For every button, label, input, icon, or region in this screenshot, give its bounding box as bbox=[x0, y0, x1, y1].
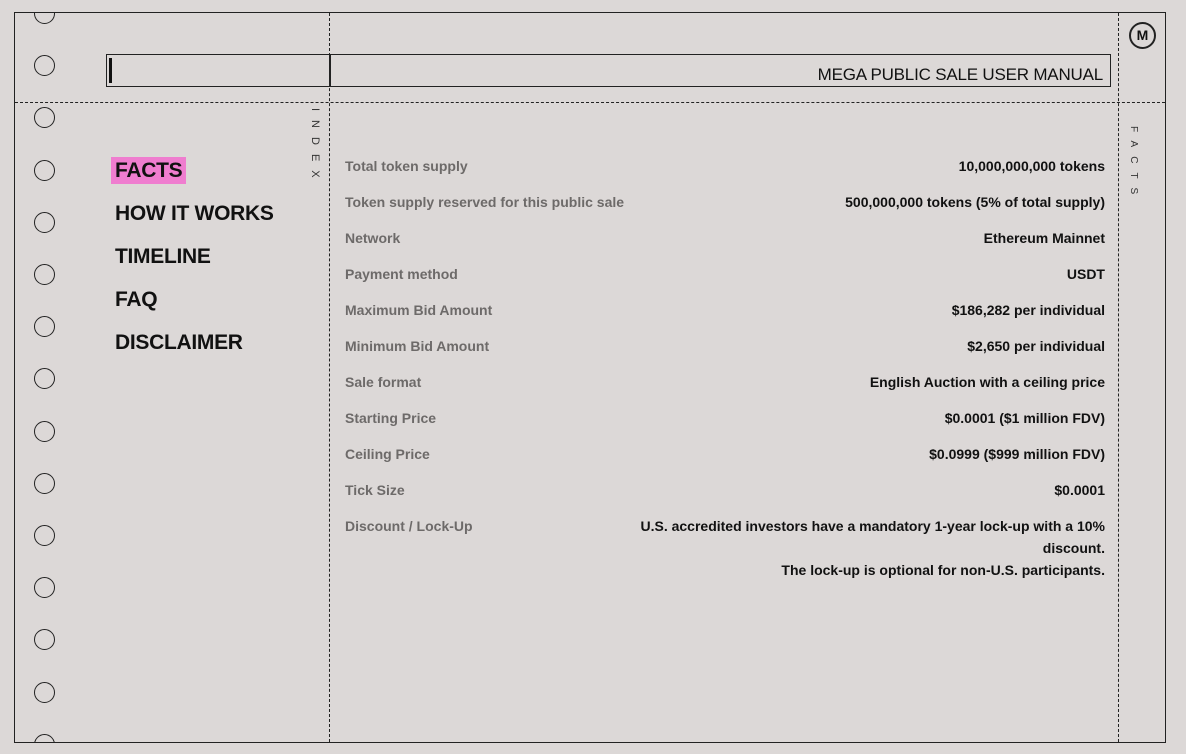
nav-item-facts[interactable]: FACTS bbox=[111, 156, 278, 199]
fact-value-text: 500,000,000 tokens (5% of total supply) bbox=[845, 194, 1105, 210]
fact-value-text: U.S. accredited investors have a mandato… bbox=[640, 518, 1105, 556]
binder-hole bbox=[34, 472, 55, 494]
binder-hole bbox=[34, 55, 55, 77]
facts-side-label: FACTS bbox=[1128, 126, 1139, 204]
fact-value-text: $0.0001 bbox=[1054, 482, 1105, 498]
binder-hole bbox=[34, 368, 55, 390]
index-side-label: INDEX bbox=[309, 108, 321, 187]
fact-value: 500,000,000 tokens (5% of total supply) bbox=[845, 191, 1105, 230]
fact-value-text: Ethereum Mainnet bbox=[983, 230, 1105, 246]
binder-hole bbox=[34, 420, 55, 442]
fact-value-text: $0.0999 ($999 million FDV) bbox=[929, 446, 1105, 462]
nav-item-faq[interactable]: FAQ bbox=[115, 288, 158, 311]
facts-table: Total token supply 10,000,000,000 tokens T… bbox=[345, 158, 1105, 581]
fact-row: Ceiling Price $0.0999 ($999 million FDV) bbox=[345, 446, 1105, 482]
fact-row: Maximum Bid Amount $186,282 per individua… bbox=[345, 302, 1105, 338]
fact-row: Starting Price $0.0001 ($1 million FDV) bbox=[345, 410, 1105, 446]
binder-hole bbox=[34, 159, 55, 181]
binder-hole bbox=[34, 13, 55, 24]
fact-row: Total token supply 10,000,000,000 tokens bbox=[345, 158, 1105, 194]
fact-label: Maximum Bid Amount bbox=[345, 302, 493, 318]
fact-label: Network bbox=[345, 230, 401, 246]
fact-value: $0.0001 ($1 million FDV) bbox=[945, 407, 1105, 446]
binder-hole bbox=[34, 316, 55, 338]
fact-label: Starting Price bbox=[345, 410, 437, 426]
fact-label: Ceiling Price bbox=[345, 446, 430, 462]
manual-frame: MEGA PUBLIC SALE USER MANUAL M INDEX FAC… bbox=[14, 12, 1166, 743]
fact-row: Payment method USDT bbox=[345, 266, 1105, 302]
fact-value-note: The lock-up is optional for non-U.S. par… bbox=[781, 562, 1105, 578]
binder-hole bbox=[34, 211, 55, 233]
fact-value: English Auction with a ceiling price bbox=[870, 371, 1105, 410]
fact-value-text: English Auction with a ceiling price bbox=[869, 374, 1105, 390]
fact-value: U.S. accredited investors have a mandato… bbox=[625, 515, 1105, 581]
binder-hole bbox=[34, 107, 55, 129]
fact-row: Minimum Bid Amount $2,650 per individual bbox=[345, 338, 1105, 374]
header-divider bbox=[15, 102, 1165, 103]
binder-hole bbox=[34, 733, 55, 742]
fact-value-text: $186,282 per individual bbox=[951, 302, 1105, 318]
fact-value-text: 10,000,000,000 tokens bbox=[958, 158, 1105, 174]
fact-row: Discount / Lock-Up U.S. accredited invest… bbox=[345, 518, 1105, 581]
barcode bbox=[106, 54, 330, 87]
fact-row: Sale format English Auction with a ceilin… bbox=[345, 374, 1105, 410]
nav-item-how-it-works[interactable]: HOW IT WORKS bbox=[115, 202, 274, 225]
fact-label: Minimum Bid Amount bbox=[345, 338, 490, 354]
fact-label: Sale format bbox=[345, 374, 422, 390]
nav-item-disclaimer[interactable]: DISCLAIMER bbox=[115, 331, 243, 354]
logo-icon[interactable]: M bbox=[1129, 22, 1156, 49]
fact-value: USDT bbox=[1067, 263, 1105, 302]
fact-label: Tick Size bbox=[345, 482, 405, 498]
fact-value: Ethereum Mainnet bbox=[984, 227, 1105, 266]
fact-row: Tick Size $0.0001 bbox=[345, 482, 1105, 518]
index-divider bbox=[329, 13, 330, 742]
fact-label: Token supply reserved for this public sa… bbox=[345, 194, 625, 210]
fact-value-text: $0.0001 ($1 million FDV) bbox=[944, 410, 1105, 426]
facts-divider bbox=[1118, 13, 1119, 742]
fact-value: $2,650 per individual bbox=[967, 335, 1105, 374]
binder-hole bbox=[34, 681, 55, 703]
fact-row: Network Ethereum Mainnet bbox=[345, 230, 1105, 266]
fact-label: Payment method bbox=[345, 266, 458, 282]
binder-hole bbox=[34, 525, 55, 546]
fact-value: $0.0001 bbox=[1054, 479, 1105, 518]
nav-item-timeline[interactable]: TIMELINE bbox=[115, 245, 211, 268]
fact-label: Total token supply bbox=[345, 158, 468, 174]
binder-hole bbox=[34, 264, 55, 285]
fact-row: Token supply reserved for this public sa… bbox=[345, 194, 1105, 230]
fact-value-text: $2,650 per individual bbox=[967, 338, 1105, 354]
page-title: MEGA PUBLIC SALE USER MANUAL bbox=[330, 54, 1111, 87]
index-nav: FACTS HOW IT WORKS TIMELINE FAQ DISCLAIM… bbox=[111, 156, 278, 371]
fact-value-text: USDT bbox=[1066, 266, 1105, 282]
fact-value: $0.0999 ($999 million FDV) bbox=[929, 443, 1105, 482]
fact-value: $186,282 per individual bbox=[952, 299, 1105, 338]
fact-value: 10,000,000,000 tokens bbox=[959, 155, 1105, 194]
binder-hole bbox=[34, 629, 55, 651]
binder-hole bbox=[34, 577, 55, 599]
fact-label: Discount / Lock-Up bbox=[345, 518, 473, 534]
